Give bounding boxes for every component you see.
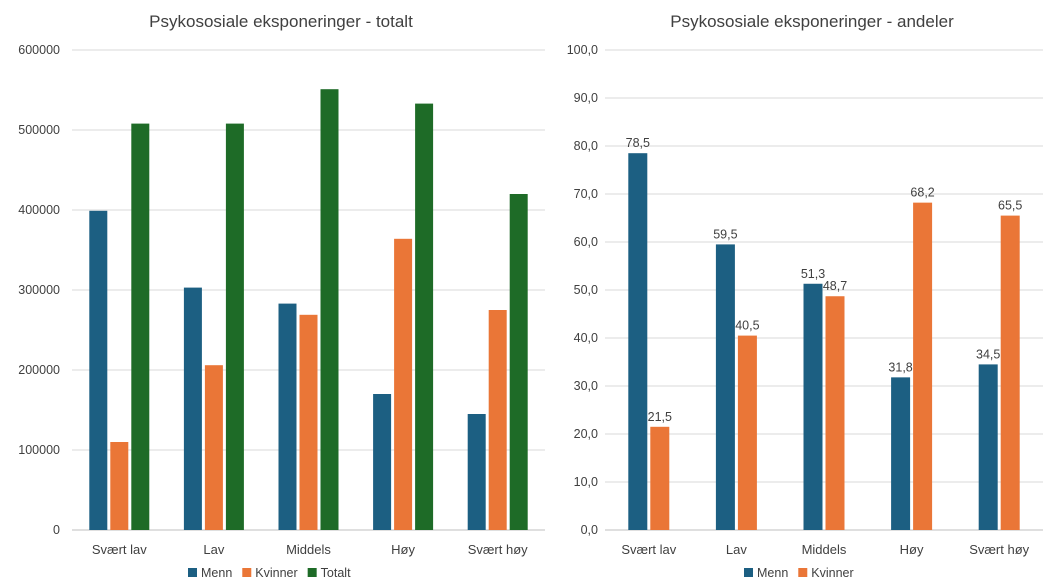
andeler-chart-y-tick-label: 60,0 [574,235,598,249]
andeler-chart-category-label: Svært lav [621,542,676,557]
totalt-chart-category-label: Høy [391,542,415,557]
totalt-chart-legend-swatch-kvinner [242,568,252,577]
totalt-chart-category-label: Middels [286,542,331,557]
totalt-chart-bar-menn[interactable] [278,303,297,530]
totalt-chart-bar-kvinner[interactable] [394,238,413,531]
totalt-chart-legend-label: Totalt [321,566,351,580]
andeler-chart-data-label: 78,5 [626,136,650,150]
andeler-chart-data-label: 21,5 [648,410,672,424]
andeler-chart-y-tick-label: 0,0 [581,523,598,537]
andeler-chart-y-tick-label: 20,0 [574,427,598,441]
totalt-chart-legend-swatch-menn [188,568,197,577]
andeler-chart-bar-menn[interactable] [628,153,648,530]
totalt-chart-bar-totalt[interactable] [509,194,528,530]
totalt-chart-y-tick-label: 400000 [18,203,60,217]
totalt-chart-category-label: Lav [203,542,224,557]
totalt-chart-bar-kvinner[interactable] [204,365,223,530]
andeler-chart-legend-label: Menn [757,566,788,580]
totalt-chart-category-label: Svært høy [468,542,528,557]
andeler-chart-bar-menn[interactable] [803,283,823,530]
andeler-chart-data-label: 40,5 [735,319,759,333]
andeler-chart-category-label: Svært høy [969,542,1029,557]
andeler-chart-category-label: Høy [900,542,924,557]
totalt-chart-bar-kvinner[interactable] [488,310,507,530]
andeler-chart-y-tick-label: 50,0 [574,283,598,297]
totalt-chart-legend-swatch-totalt [307,568,317,577]
totalt-chart-bar-kvinner[interactable] [110,442,129,530]
totalt-chart-bar-kvinner[interactable] [299,314,318,530]
andeler-chart-category-label: Middels [802,542,847,557]
totalt-chart-bar-totalt[interactable] [131,123,150,530]
andeler-chart-data-label: 68,2 [910,186,934,200]
andeler-chart-bar-menn[interactable] [715,244,735,530]
totalt-chart-legend-label: Kvinner [255,566,297,580]
totalt-chart-bar-totalt[interactable] [225,123,244,530]
andeler-chart-data-label: 34,5 [976,347,1000,361]
andeler-chart-data-label: 31,8 [888,360,912,374]
totalt-chart-bar-menn[interactable] [89,210,108,531]
totalt-chart-y-tick-label: 100000 [18,443,60,457]
andeler-chart-legend-swatch-kvinner [798,568,808,577]
andeler-chart-data-label: 51,3 [801,267,825,281]
totalt-chart-bar-menn[interactable] [373,394,392,530]
andeler-chart-bar-kvinner[interactable] [737,335,757,530]
andeler-chart-bar-kvinner[interactable] [1000,215,1020,530]
andeler-chart-y-tick-label: 80,0 [574,139,598,153]
totalt-chart-y-tick-label: 200000 [18,363,60,377]
andeler-chart-y-tick-label: 100,0 [567,43,598,57]
andeler-chart-legend-label: Kvinner [811,566,853,580]
totalt-chart-y-tick-label: 0 [53,523,60,537]
totalt-chart-category-label: Svært lav [92,542,147,557]
andeler-chart-title: Psykososiale eksponeringer - andeler [670,12,954,31]
andeler-chart-category-label: Lav [726,542,747,557]
andeler-chart-y-tick-label: 40,0 [574,331,598,345]
totalt-chart-legend-label: Menn [201,566,232,580]
totalt-chart-bar-menn[interactable] [467,414,486,530]
andeler-chart-legend-swatch-menn [744,568,753,577]
totalt-chart-y-tick-label: 300000 [18,283,60,297]
andeler-chart-data-label: 59,5 [713,227,737,241]
andeler-chart-y-tick-label: 30,0 [574,379,598,393]
andeler-chart-y-tick-label: 70,0 [574,187,598,201]
andeler-chart-bar-kvinner[interactable] [913,202,933,530]
andeler-chart-y-tick-label: 90,0 [574,91,598,105]
andeler-chart-y-tick-label: 10,0 [574,475,598,489]
andeler-chart-bar-menn[interactable] [891,377,911,530]
andeler-chart-bar-kvinner[interactable] [650,426,670,530]
totalt-chart-title: Psykososiale eksponeringer - totalt [149,12,413,31]
andeler-chart-bar-menn[interactable] [978,364,998,530]
totalt-chart-y-tick-label: 600000 [18,43,60,57]
andeler-chart-bar-kvinner[interactable] [825,296,845,530]
totalt-chart-y-tick-label: 500000 [18,123,60,137]
andeler-chart-data-label: 48,7 [823,279,847,293]
totalt-chart-bar-totalt[interactable] [320,89,339,530]
andeler-chart-data-label: 65,5 [998,199,1022,213]
totalt-chart-bar-menn[interactable] [183,287,202,530]
totalt-chart-bar-totalt[interactable] [415,103,434,530]
